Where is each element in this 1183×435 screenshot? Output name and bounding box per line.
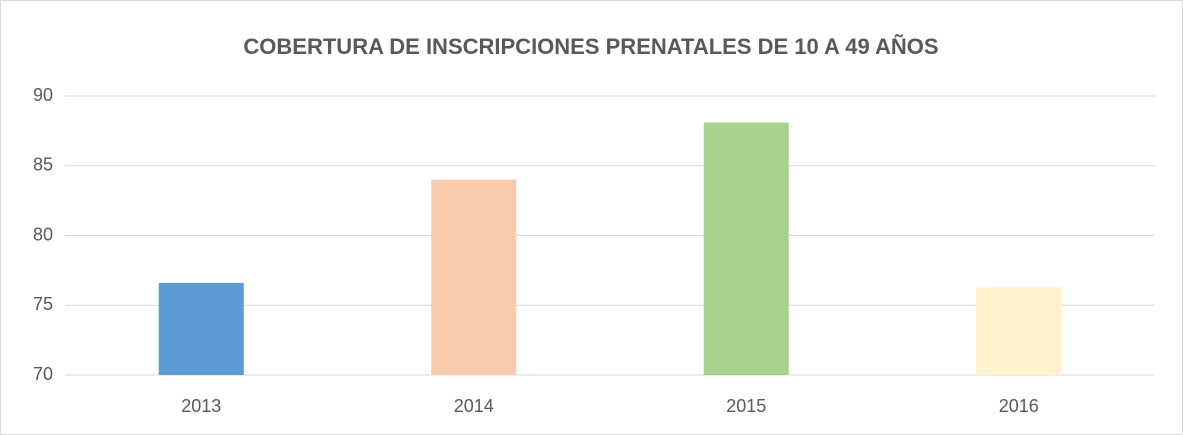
y-tick-label: 70 bbox=[33, 364, 53, 384]
y-tick-label: 85 bbox=[33, 155, 53, 175]
x-tick-label: 2015 bbox=[726, 396, 766, 416]
x-tick-label: 2016 bbox=[999, 396, 1039, 416]
y-tick-label: 75 bbox=[33, 294, 53, 314]
bar bbox=[158, 282, 244, 375]
bar bbox=[431, 179, 517, 375]
x-tick-label: 2014 bbox=[454, 396, 494, 416]
bar bbox=[703, 122, 789, 375]
y-tick-label: 90 bbox=[33, 85, 53, 105]
chart-title: COBERTURA DE INSCRIPCIONES PRENATALES DE… bbox=[243, 34, 938, 59]
y-tick-label: 80 bbox=[33, 224, 53, 244]
bar bbox=[976, 287, 1062, 375]
x-tick-label: 2013 bbox=[181, 396, 221, 416]
